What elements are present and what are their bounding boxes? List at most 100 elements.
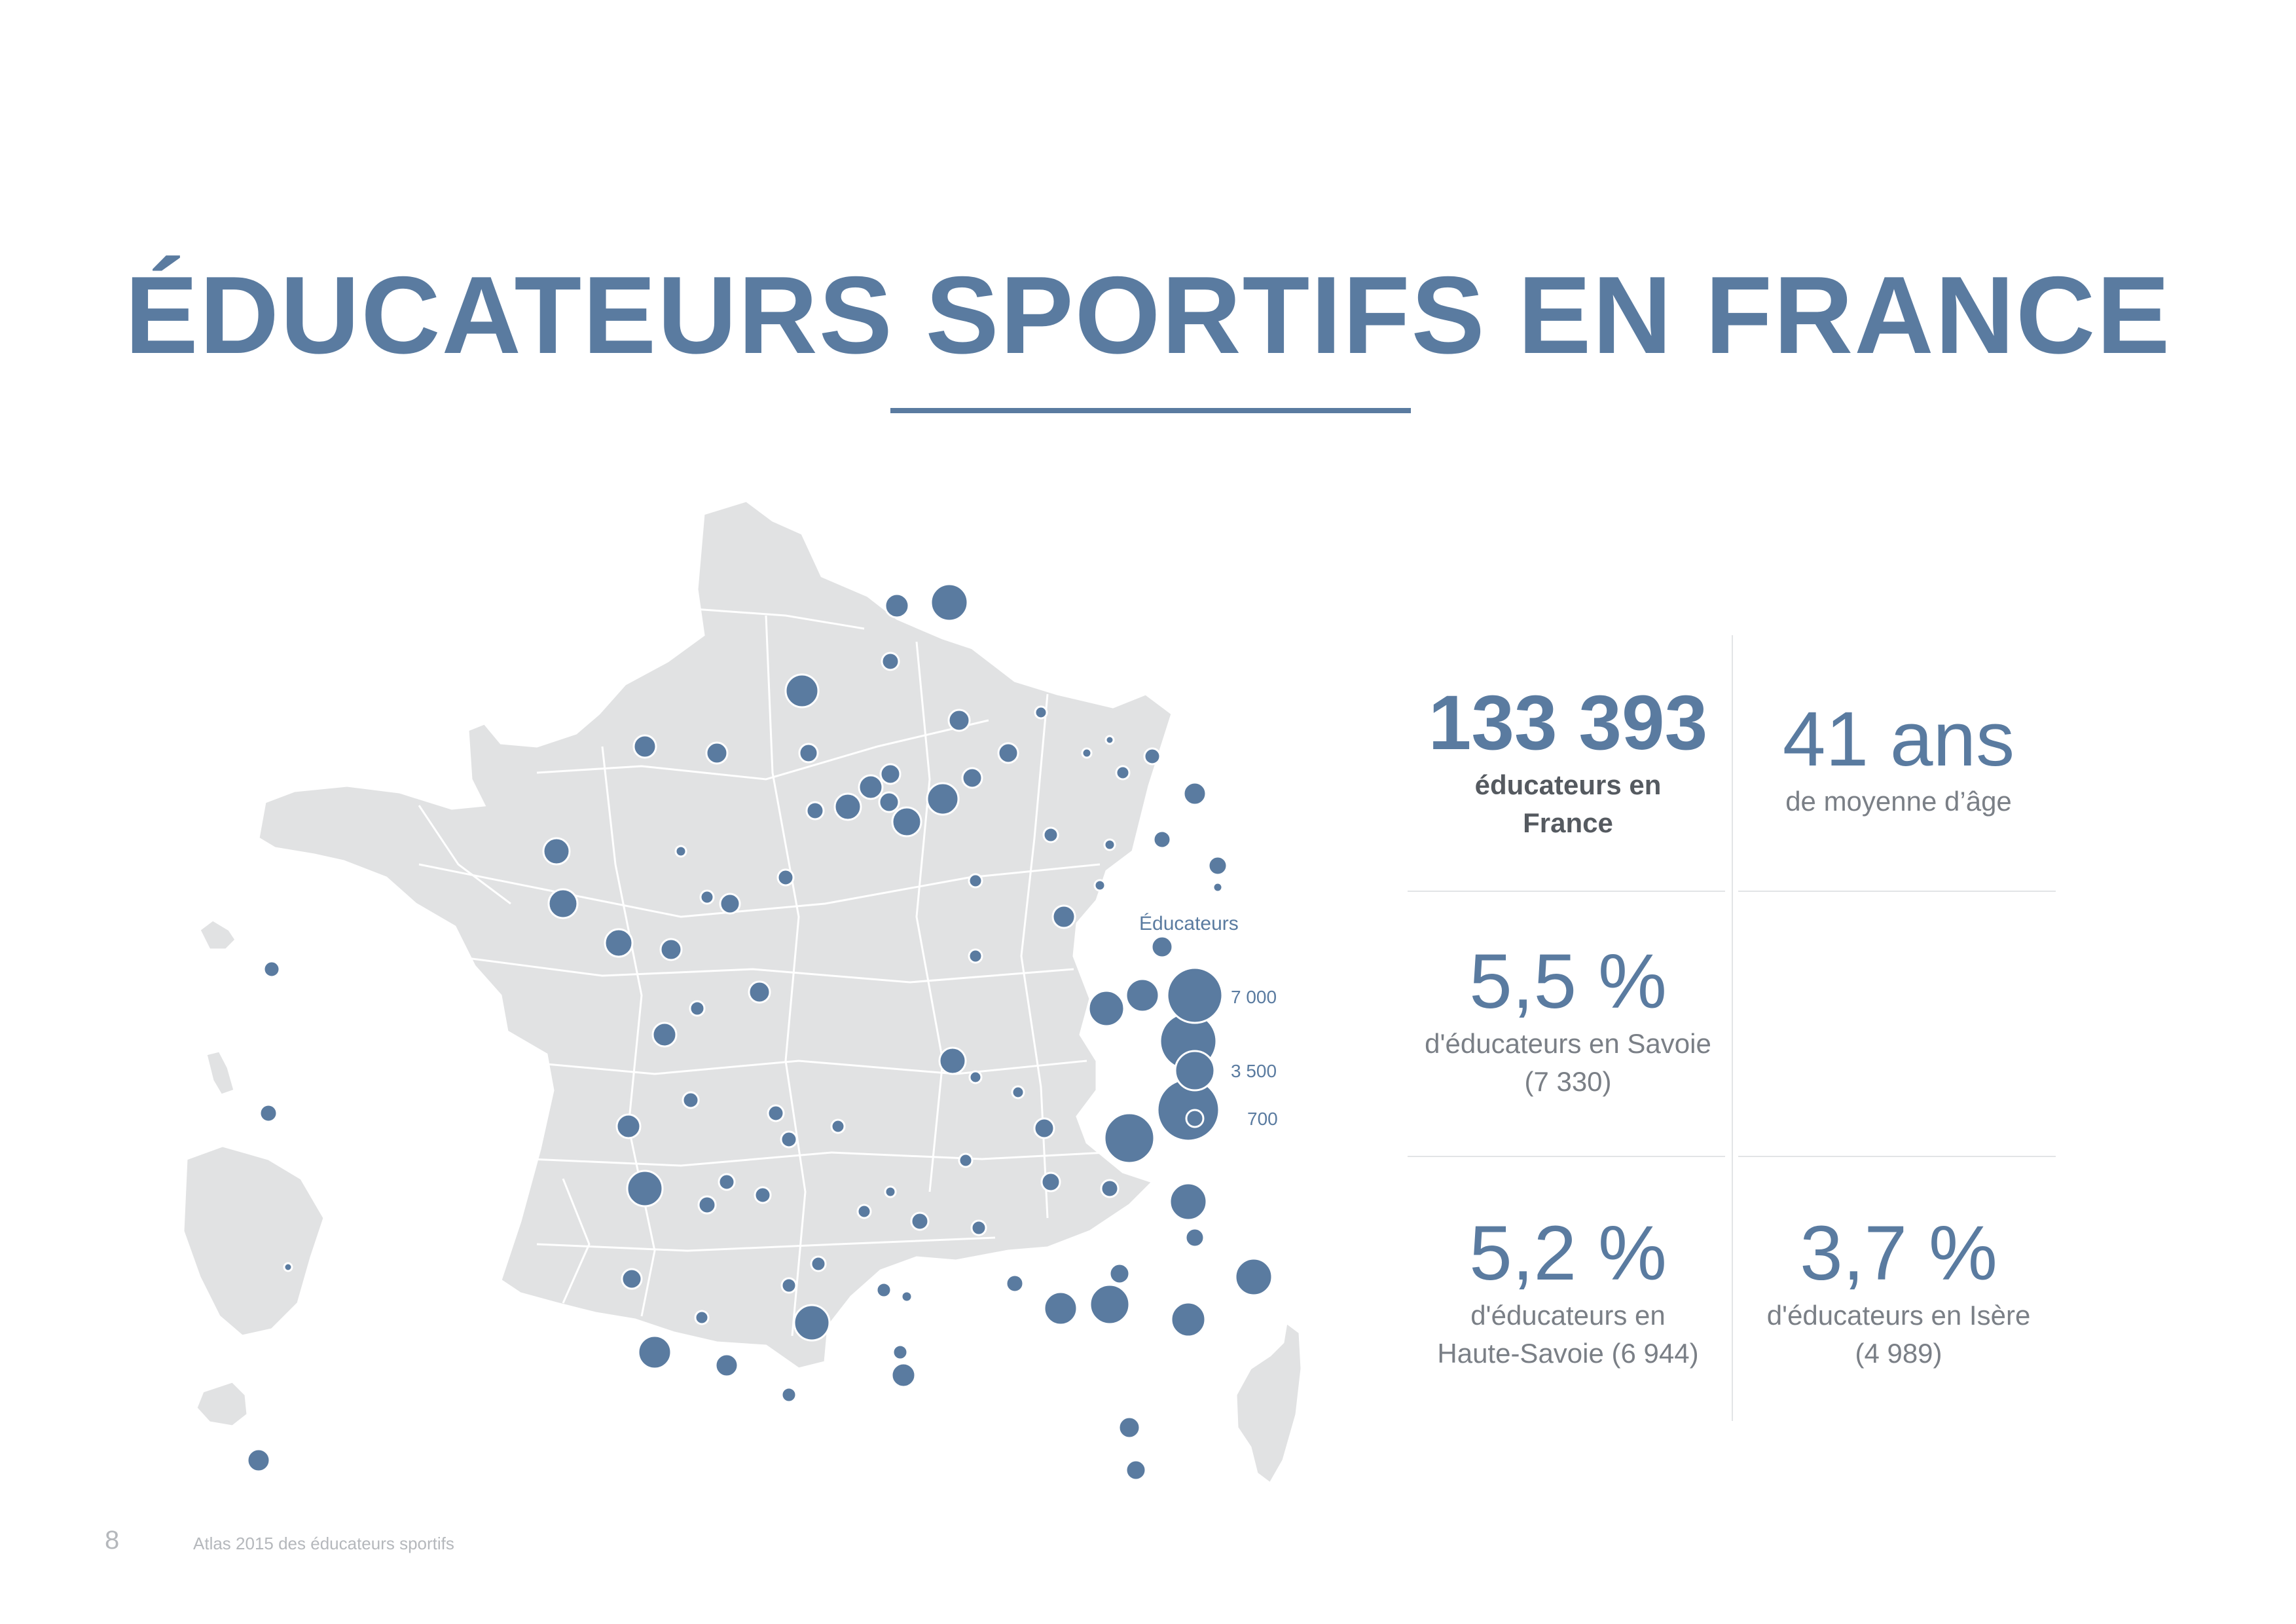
legend-label-7000: 7 000 bbox=[1231, 987, 1277, 1007]
page-number: 8 bbox=[105, 1526, 120, 1555]
department-bubble bbox=[604, 928, 634, 958]
stat-total-value: 133 393 bbox=[1428, 680, 1708, 766]
department-bubble bbox=[1103, 838, 1116, 851]
department-bubble bbox=[776, 868, 795, 887]
stat-haute-savoie-label-1: d'éducateurs en bbox=[1470, 1299, 1666, 1331]
department-bubble bbox=[1051, 904, 1076, 929]
department-bubble bbox=[881, 652, 900, 671]
department-bubble bbox=[938, 1046, 967, 1075]
department-bubble bbox=[900, 1290, 913, 1303]
map-legend: Éducateurs 7 000 3 500 700 bbox=[1139, 913, 1278, 1129]
department-bubble bbox=[719, 893, 741, 915]
department-borders bbox=[418, 608, 1107, 1337]
stat-isere-label-1: d'éducateurs en Isère bbox=[1766, 1299, 2031, 1331]
mainland-france-shape bbox=[257, 500, 1173, 1370]
department-bubble bbox=[1005, 1274, 1025, 1293]
department-bubble bbox=[748, 980, 771, 1004]
stat-savoie-label-1: d'éducateurs en Savoie bbox=[1425, 1027, 1711, 1059]
department-bubble bbox=[637, 1335, 672, 1370]
title-underline bbox=[890, 408, 1411, 413]
department-bubble bbox=[930, 583, 969, 622]
department-bubble bbox=[542, 837, 571, 866]
department-bubble bbox=[263, 960, 281, 978]
footer-caption: Atlas 2015 des éducateurs sportifs bbox=[193, 1534, 454, 1553]
department-bubble bbox=[1212, 881, 1224, 893]
department-bubble bbox=[961, 767, 983, 789]
key-figures-panel: 133 393 éducateurs en France 41 ans de m… bbox=[1408, 635, 2056, 1421]
legend-bubble-700 bbox=[1185, 1109, 1205, 1128]
department-bubbles bbox=[246, 583, 1273, 1481]
vertical-divider bbox=[1732, 635, 1733, 1421]
department-bubble bbox=[1033, 1117, 1055, 1139]
department-bubble bbox=[780, 1130, 798, 1149]
stat-haute-savoie-value: 5,2 % bbox=[1469, 1210, 1667, 1297]
department-bubble bbox=[833, 792, 862, 821]
department-bubble bbox=[1104, 735, 1115, 745]
stat-haute-savoie: 5,2 % d'éducateurs en Haute-Savoie (6 94… bbox=[1408, 1211, 1728, 1373]
department-bubble bbox=[805, 801, 825, 821]
department-bubble bbox=[705, 741, 729, 765]
department-bubble bbox=[1040, 1172, 1061, 1192]
department-bubble bbox=[659, 938, 683, 961]
department-bubble bbox=[793, 1304, 831, 1342]
stat-savoie-label-2: (7 330) bbox=[1524, 1065, 1612, 1097]
department-bubble bbox=[754, 1186, 772, 1204]
department-bubble bbox=[1150, 935, 1174, 959]
divider-row2-left bbox=[1408, 1156, 1725, 1157]
department-bubble bbox=[1125, 978, 1160, 1013]
department-bubble bbox=[694, 1310, 710, 1325]
stat-age: 41 ans de moyenne d’âge bbox=[1738, 697, 2059, 821]
divider-row1-right bbox=[1738, 891, 2056, 892]
department-bubble bbox=[884, 593, 910, 619]
legend-label-700: 700 bbox=[1247, 1109, 1278, 1129]
department-bubble bbox=[259, 1103, 278, 1123]
department-bubble bbox=[780, 1277, 797, 1294]
department-bubble bbox=[1108, 1263, 1131, 1285]
department-bubble bbox=[651, 1022, 678, 1048]
department-bubble bbox=[890, 1362, 917, 1388]
stat-haute-savoie-label-2: Haute-Savoie (6 944) bbox=[1437, 1337, 1699, 1369]
department-bubble bbox=[714, 1353, 739, 1378]
department-bubble bbox=[798, 743, 819, 764]
department-bubble bbox=[1034, 705, 1048, 720]
reunion-shape bbox=[195, 1380, 249, 1428]
department-bubble bbox=[283, 1262, 293, 1272]
department-bubble bbox=[1143, 747, 1161, 766]
department-bubble bbox=[784, 673, 820, 709]
department-bubble bbox=[1011, 1085, 1025, 1099]
legend-bubble-7000 bbox=[1166, 967, 1224, 1024]
department-bubble bbox=[1103, 1112, 1156, 1164]
department-bubble bbox=[615, 1113, 642, 1139]
department-bubble bbox=[968, 873, 983, 889]
department-bubble bbox=[1100, 1179, 1120, 1198]
department-bubble bbox=[1118, 1416, 1141, 1439]
department-bubble bbox=[958, 1153, 974, 1168]
corsica-shape bbox=[1235, 1321, 1303, 1485]
department-bubble bbox=[246, 1448, 271, 1473]
stat-isere: 3,7 % d'éducateurs en Isère (4 989) bbox=[1738, 1211, 2059, 1373]
divider-row1-left bbox=[1408, 891, 1725, 892]
legend-bubble-3500 bbox=[1174, 1050, 1216, 1092]
department-bubble bbox=[1170, 1301, 1207, 1338]
department-bubble bbox=[968, 1070, 983, 1084]
stat-savoie: 5,5 % d'éducateurs en Savoie (7 330) bbox=[1408, 939, 1728, 1101]
department-bubble bbox=[674, 845, 687, 858]
department-bubble bbox=[697, 1195, 717, 1215]
martinique-shape bbox=[205, 1050, 236, 1096]
stat-age-label: de moyenne d’âge bbox=[1785, 785, 2012, 817]
department-bubble bbox=[1234, 1257, 1273, 1297]
department-bubble bbox=[891, 806, 922, 838]
department-bubble bbox=[947, 709, 971, 732]
department-bubble bbox=[621, 1268, 643, 1290]
france-bubble-map: Éducateurs 7 000 3 500 700 bbox=[182, 500, 1303, 1485]
department-bubble bbox=[632, 734, 657, 759]
stat-isere-value: 3,7 % bbox=[1800, 1210, 1997, 1297]
department-bubble bbox=[1169, 1182, 1208, 1221]
department-bubble bbox=[856, 1204, 872, 1219]
department-bubble bbox=[1184, 1227, 1205, 1248]
department-bubble bbox=[547, 888, 579, 919]
department-bubble bbox=[1093, 879, 1106, 892]
page-title: ÉDUCATEURS SPORTIFS EN FRANCE bbox=[124, 253, 2172, 377]
department-bubble bbox=[892, 1344, 909, 1361]
legend-title: Éducateurs bbox=[1139, 913, 1239, 934]
